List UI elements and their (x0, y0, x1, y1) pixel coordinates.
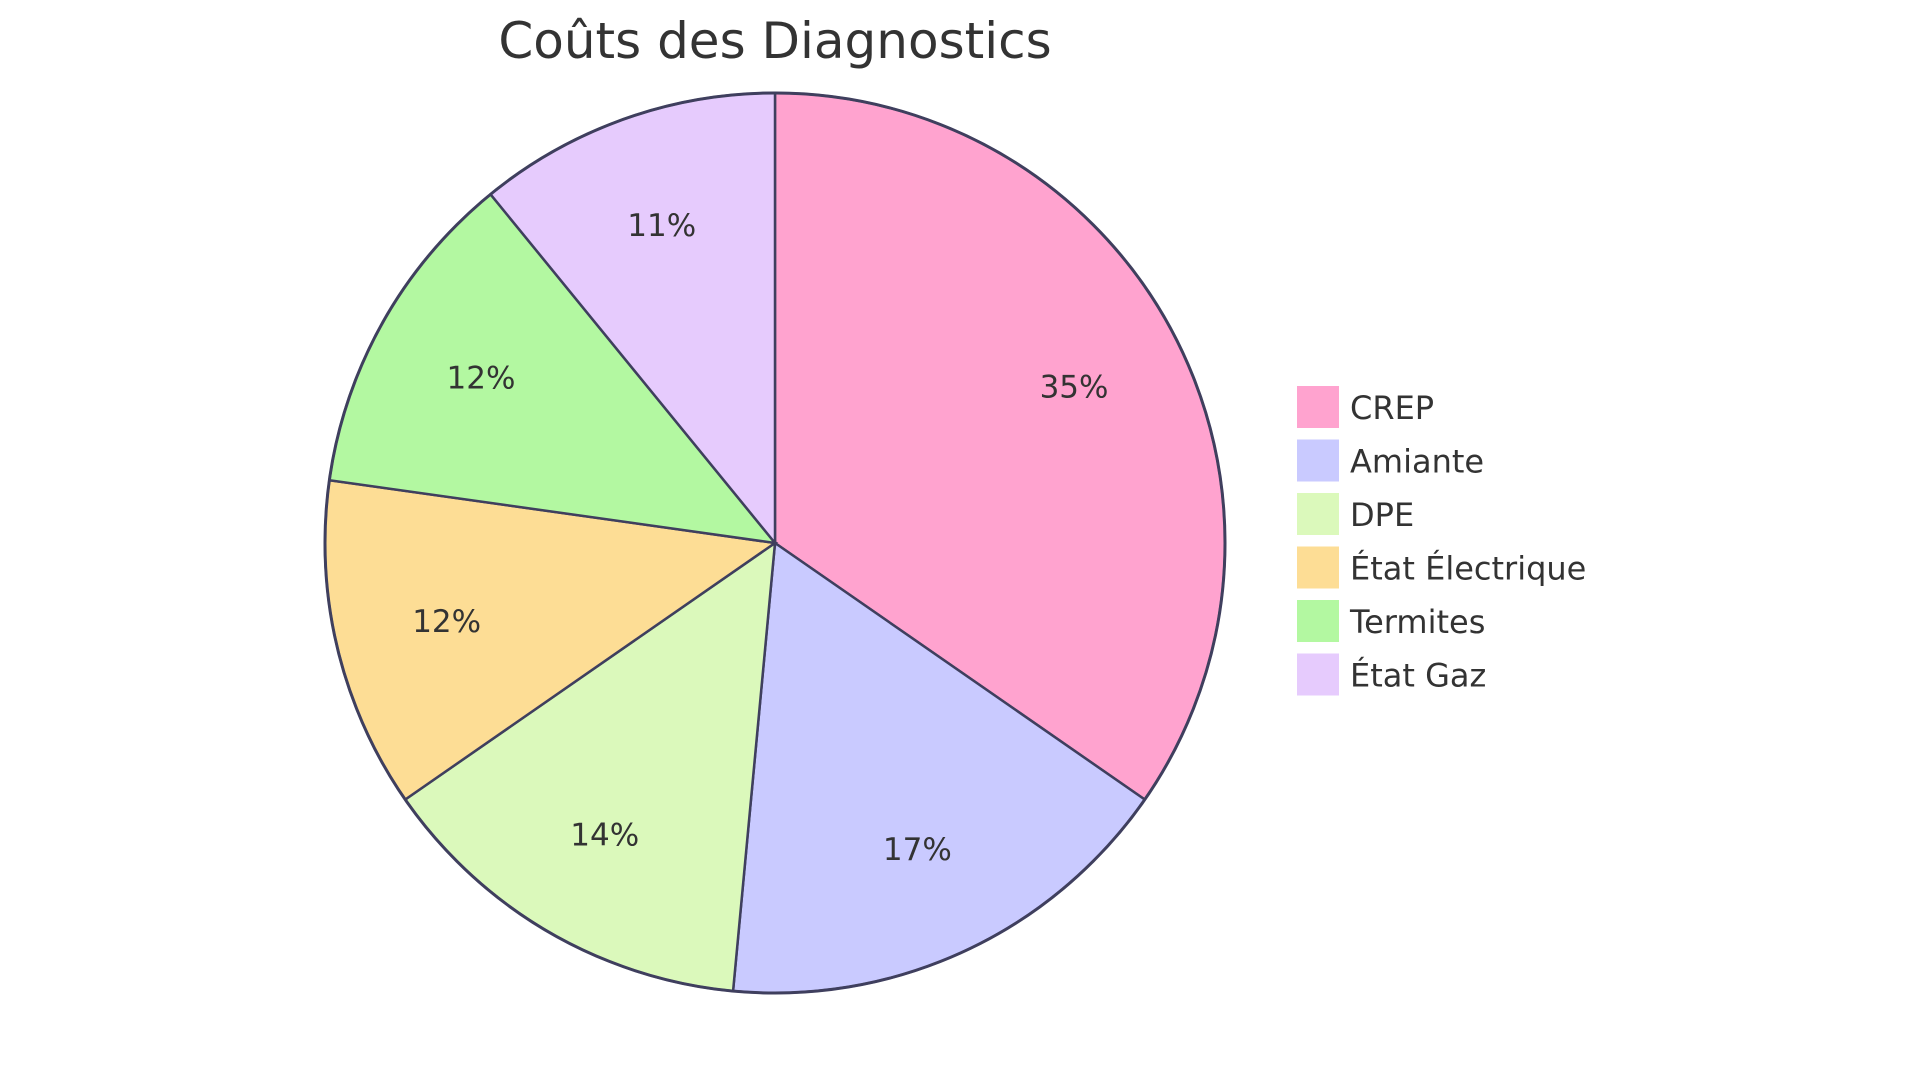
legend-label: Termites (1349, 603, 1485, 641)
legend-swatch (1295, 437, 1341, 484)
chart-title: Coûts des Diagnostics (498, 12, 1051, 70)
pie-slices (323, 91, 1227, 995)
legend-swatch (1295, 651, 1341, 698)
slice-value-label: 12% (412, 604, 481, 640)
slice-value-label: 12% (447, 360, 516, 396)
legend-label: DPE (1350, 496, 1414, 534)
legend-label: Amiante (1350, 443, 1484, 481)
legend: CREP Amiante DPE État Électrique Termites Éta… (1295, 384, 1586, 698)
legend-swatch (1295, 544, 1341, 591)
legend-label: État Gaz (1350, 657, 1486, 695)
slice-value-label: 11% (627, 208, 696, 244)
slice-value-label: 35% (1040, 370, 1109, 406)
legend-label: État Électrique (1350, 550, 1586, 588)
pie-outline (323, 91, 1227, 995)
legend-swatch (1295, 384, 1341, 430)
legend-swatch (1295, 491, 1341, 537)
legend-label: CREP (1350, 389, 1434, 427)
pie-slice-labels: 35% 17% 14% 12% 12% 11% (412, 208, 1108, 868)
slice-value-label: 17% (883, 832, 952, 868)
legend-swatch (1295, 598, 1341, 644)
slice-value-label: 14% (570, 817, 639, 853)
